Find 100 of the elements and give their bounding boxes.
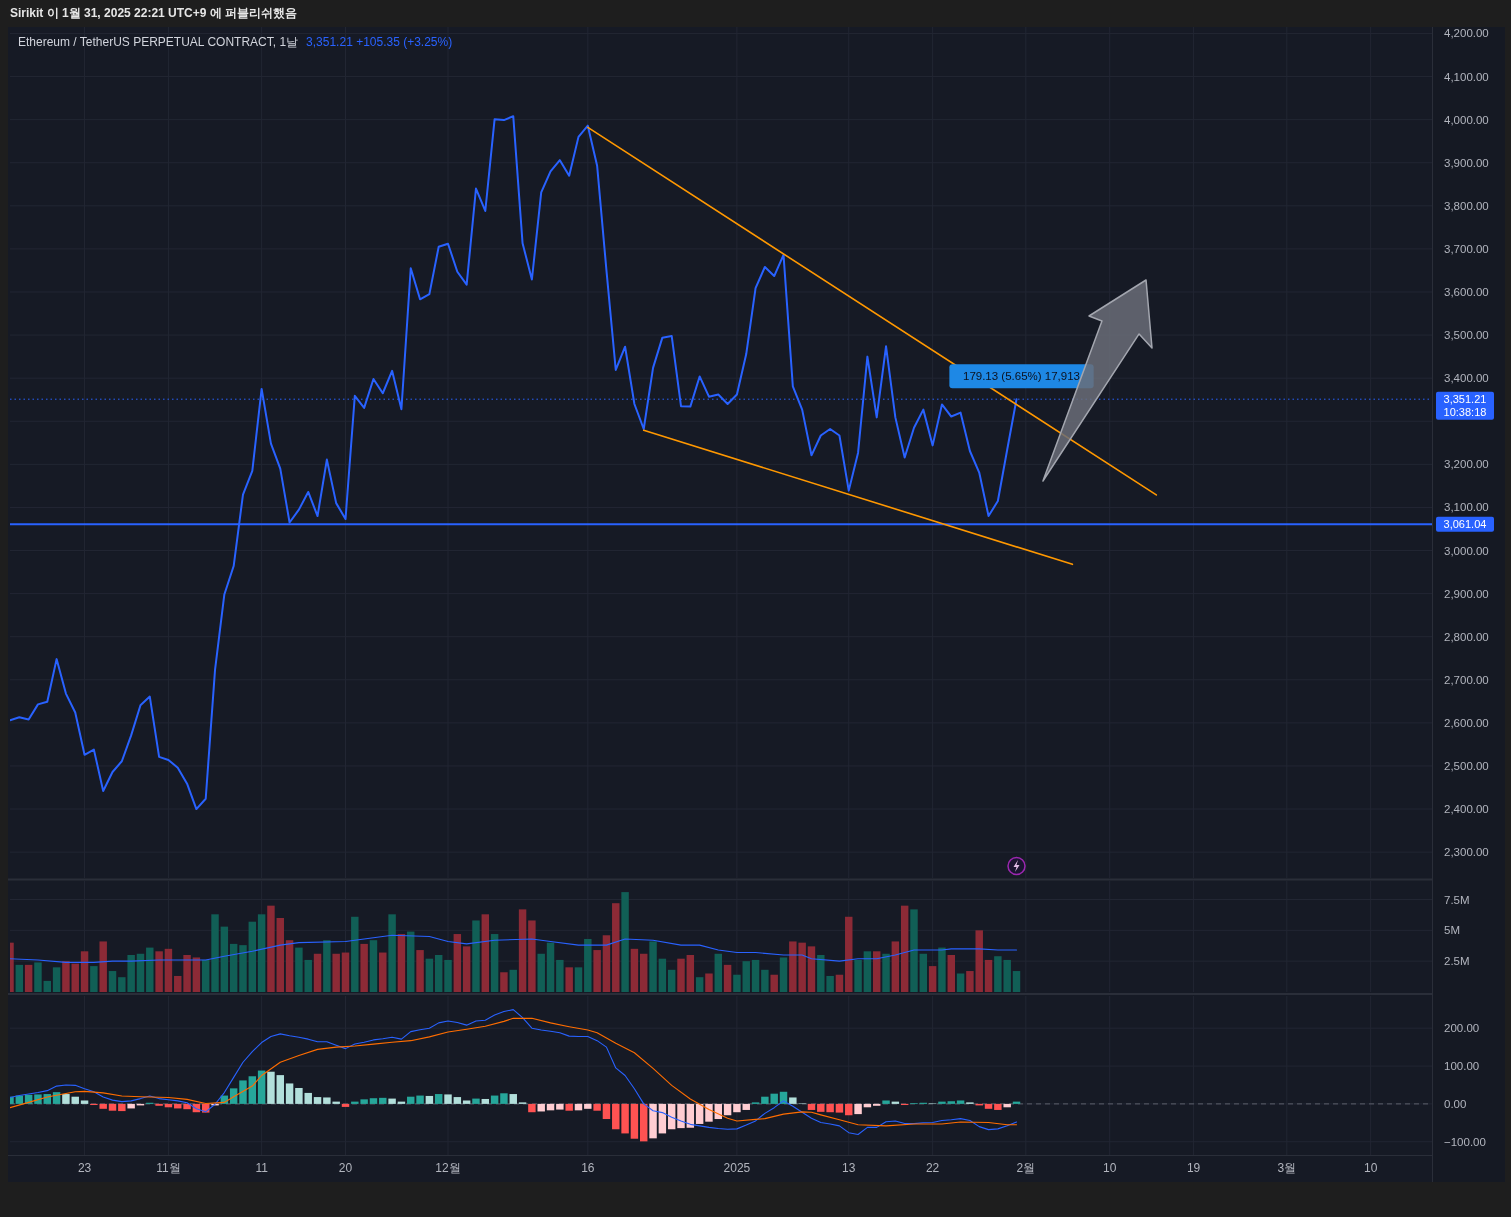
y-tick-label: 2,700.00 bbox=[1444, 673, 1489, 686]
bar bbox=[751, 959, 760, 992]
bar bbox=[416, 1095, 424, 1104]
ref-line-label: 3,061.04 bbox=[1443, 518, 1487, 531]
bar bbox=[649, 941, 657, 992]
bar bbox=[584, 1103, 592, 1109]
bar bbox=[211, 914, 219, 992]
bar bbox=[472, 1098, 480, 1104]
bar bbox=[733, 974, 741, 992]
y-tick-label: 3,700.00 bbox=[1444, 242, 1489, 255]
bar bbox=[854, 1103, 862, 1115]
bar bbox=[416, 950, 424, 992]
bar bbox=[146, 947, 154, 992]
bar bbox=[481, 1098, 490, 1104]
bar bbox=[62, 961, 70, 992]
bar bbox=[658, 958, 667, 992]
x-tick-label: 13 bbox=[842, 1161, 856, 1175]
bar bbox=[742, 961, 750, 992]
bar bbox=[360, 943, 368, 992]
bar bbox=[425, 958, 434, 992]
bar bbox=[882, 1100, 890, 1104]
text: 3,351.21 +105.35 (+3.25%) bbox=[306, 35, 453, 49]
bar bbox=[640, 1103, 648, 1142]
bar bbox=[99, 941, 107, 992]
bar bbox=[761, 969, 769, 992]
bar bbox=[248, 921, 257, 992]
y-tick-label: 3,100.00 bbox=[1444, 501, 1489, 514]
x-tick-label: 20 bbox=[338, 1161, 353, 1175]
x-tick-label: 12월 bbox=[435, 1161, 461, 1175]
bar bbox=[341, 952, 350, 992]
bar bbox=[882, 953, 890, 992]
bar bbox=[108, 971, 117, 992]
x-tick-label: 19 bbox=[1186, 1161, 1201, 1175]
bar bbox=[444, 1094, 452, 1104]
y-tick-label: 3,500.00 bbox=[1444, 329, 1489, 342]
bar bbox=[118, 1103, 126, 1112]
bar bbox=[388, 1098, 396, 1104]
y-tick-label: 3,200.00 bbox=[1444, 458, 1489, 471]
bar bbox=[453, 934, 462, 992]
bar bbox=[742, 1103, 750, 1110]
bar bbox=[910, 909, 918, 992]
bar bbox=[537, 953, 545, 992]
y-tick-label: 2,400.00 bbox=[1444, 803, 1489, 816]
y-tick-label: 200.00 bbox=[1444, 1022, 1480, 1035]
bar bbox=[71, 963, 79, 992]
bar bbox=[602, 935, 611, 992]
bar bbox=[500, 1093, 508, 1104]
bar bbox=[956, 1100, 965, 1104]
x-tick-label: 10 bbox=[1363, 1161, 1378, 1175]
bar bbox=[379, 1097, 387, 1104]
bar bbox=[807, 1103, 816, 1110]
bar bbox=[695, 1103, 704, 1124]
bar bbox=[127, 1103, 135, 1109]
bar bbox=[388, 914, 396, 992]
bar bbox=[90, 966, 98, 992]
bar bbox=[407, 931, 415, 992]
bar bbox=[854, 959, 862, 992]
y-tick-label: 4,100.00 bbox=[1444, 70, 1489, 83]
bar bbox=[220, 926, 229, 992]
bar bbox=[649, 1103, 657, 1139]
bar bbox=[80, 951, 89, 992]
bar bbox=[574, 967, 583, 992]
bar bbox=[229, 943, 238, 992]
bar bbox=[490, 1095, 499, 1104]
bar bbox=[994, 1103, 1002, 1110]
bar bbox=[705, 973, 713, 992]
x-tick-label: 2월 bbox=[1016, 1161, 1036, 1175]
bar bbox=[686, 955, 695, 992]
bar bbox=[695, 977, 704, 992]
bar bbox=[407, 1096, 415, 1104]
bar bbox=[845, 1103, 853, 1116]
bar bbox=[444, 959, 452, 992]
bar bbox=[183, 955, 191, 992]
bar bbox=[518, 909, 527, 992]
bar bbox=[500, 972, 508, 992]
bar bbox=[351, 916, 359, 992]
bar bbox=[267, 1071, 275, 1104]
bar bbox=[612, 903, 620, 992]
bar bbox=[453, 1097, 462, 1104]
bar bbox=[285, 1083, 294, 1104]
y-tick-label: 2,300.00 bbox=[1444, 846, 1489, 859]
bar bbox=[71, 1096, 79, 1104]
line-series bbox=[10, 934, 1018, 963]
bar bbox=[397, 934, 406, 992]
bar bbox=[770, 974, 778, 992]
bar bbox=[24, 964, 33, 992]
y-tick-label: 2,900.00 bbox=[1444, 587, 1489, 600]
bar bbox=[1003, 1103, 1011, 1108]
bar bbox=[863, 951, 872, 992]
y-tick-label: 3,600.00 bbox=[1444, 285, 1489, 298]
bar bbox=[593, 1103, 601, 1111]
x-tick-label: 23 bbox=[77, 1161, 92, 1175]
bar bbox=[938, 947, 946, 992]
bar bbox=[733, 1103, 741, 1113]
annotation: 179.13 (5.65%) 17,913 bbox=[963, 370, 1081, 383]
y-tick-label: 3,800.00 bbox=[1444, 199, 1489, 212]
y-tick-label: 3,900.00 bbox=[1444, 156, 1489, 169]
text: Ethereum / TetherUS PERPETUAL CONTRACT, 1날 bbox=[18, 35, 299, 49]
bar bbox=[425, 1095, 434, 1104]
bar bbox=[369, 940, 378, 992]
